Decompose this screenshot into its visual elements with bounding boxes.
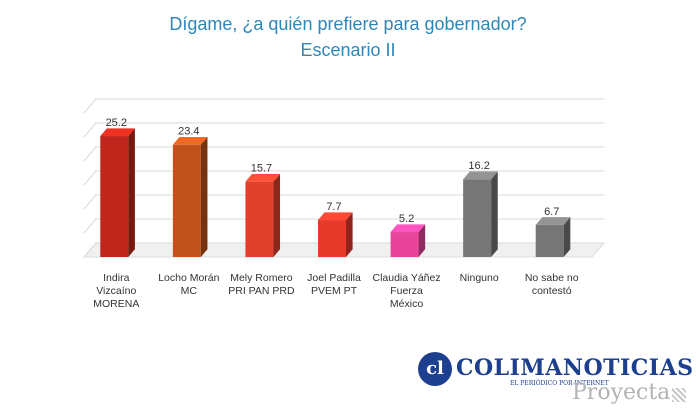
data-label: 16.2 [468, 160, 489, 172]
bar-front [245, 181, 274, 257]
category-label: Claudia Yáñez Fuerza México [372, 272, 441, 310]
logo-tagline: EL PERIÓDICO POR INTERNET [510, 380, 609, 387]
bar-top [245, 173, 281, 182]
bar-side [128, 128, 135, 257]
category-label: Joel Padilla PVEM PT [307, 272, 361, 297]
bar [535, 217, 571, 257]
data-label: 25.2 [106, 117, 127, 129]
bar-front [100, 136, 129, 257]
bar-front [172, 144, 201, 257]
bar-top [318, 212, 353, 221]
category-label: Ninguno [459, 272, 499, 284]
gridline [83, 170, 604, 186]
bar-top [100, 128, 135, 137]
gridline [83, 242, 604, 258]
logo-icon: cl [418, 352, 452, 386]
brand-mark-icon [672, 388, 686, 402]
data-label: 7.7 [326, 201, 341, 213]
gridline [83, 98, 604, 114]
bar-side [346, 212, 353, 257]
data-label: 15.7 [251, 163, 272, 175]
bar-side [418, 224, 426, 257]
bar-front [318, 220, 346, 257]
data-label: 5.2 [399, 213, 414, 225]
bar [100, 128, 135, 257]
category-label: Mely Romero PRI PAN PRD [228, 272, 295, 297]
category-label: Locho Morán MC [158, 272, 220, 297]
bar-top [172, 136, 208, 145]
brand-name: Proyecta [572, 380, 671, 405]
logo-name: COLIMANOTICIAS [456, 355, 694, 381]
bar-side [563, 217, 571, 257]
data-label: 23.4 [178, 126, 199, 138]
bar-front [535, 224, 564, 257]
bar-front [390, 232, 419, 257]
bar [172, 136, 208, 257]
data-label: 6.7 [544, 206, 559, 218]
bar-side [200, 136, 208, 257]
bar-side [491, 171, 498, 257]
gridline [83, 218, 604, 234]
logo: cl COLIMANOTICIAS EL PERIÓDICO POR INTER… [418, 352, 693, 408]
gridline [83, 122, 604, 138]
bar-top [463, 171, 498, 180]
bar-top [535, 217, 571, 225]
bar [245, 173, 281, 257]
gridline [83, 194, 604, 210]
chart-subtitle: Escenario II [300, 40, 396, 60]
bar-top [390, 224, 426, 233]
bar [463, 171, 498, 257]
bar [390, 224, 426, 257]
category-label: Indira Vizcaíno MORENA [93, 272, 140, 310]
gridline [83, 146, 604, 162]
bar [318, 212, 353, 257]
chart-title: Dígame, ¿a quién prefiere para gobernado… [169, 14, 527, 34]
category-label: No sabe no contestó [524, 272, 579, 297]
bar-side [273, 173, 281, 257]
bar-front [463, 179, 492, 257]
gridlines [83, 98, 604, 258]
